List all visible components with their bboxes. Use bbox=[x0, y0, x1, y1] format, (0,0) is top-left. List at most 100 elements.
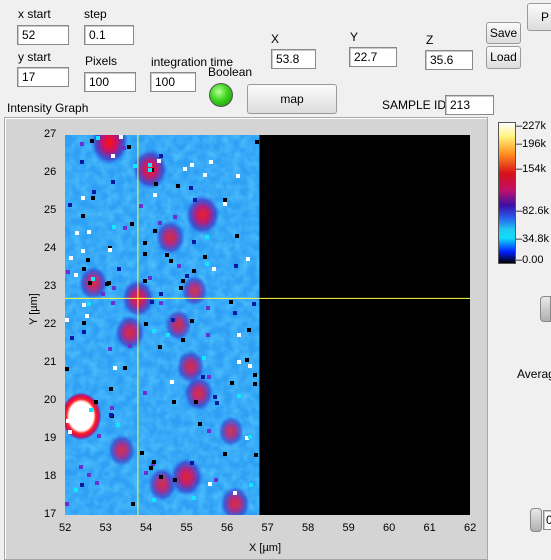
x-start-input[interactable]: 52 bbox=[17, 25, 69, 45]
speckle-pixel bbox=[87, 473, 91, 477]
speckle-pixel bbox=[247, 328, 251, 332]
speckle-pixel bbox=[82, 330, 86, 334]
speckle-pixel bbox=[154, 182, 158, 186]
pixels-label: Pixels bbox=[85, 54, 118, 68]
speckle-pixel bbox=[198, 422, 202, 426]
speckle-pixel bbox=[87, 302, 91, 306]
speckle-pixel bbox=[190, 163, 194, 167]
step-input[interactable]: 0.1 bbox=[84, 25, 134, 45]
sample-id-field[interactable]: 213 bbox=[445, 95, 494, 115]
speckle-pixel bbox=[193, 198, 197, 202]
speckle-pixel bbox=[253, 373, 257, 377]
speckle-pixel bbox=[158, 345, 162, 349]
speckle-pixel bbox=[91, 196, 95, 200]
speckle-pixel bbox=[87, 230, 91, 234]
x-position-field: 53.8 bbox=[271, 49, 316, 69]
y-tick-label: 27 bbox=[44, 128, 57, 140]
top-right-button[interactable]: P bbox=[527, 3, 551, 31]
speckle-pixel bbox=[207, 429, 211, 433]
speckle-pixel bbox=[181, 338, 185, 342]
speckle-pixel bbox=[249, 483, 253, 487]
x-tick-label: 54 bbox=[140, 522, 153, 534]
x-tick-label: 52 bbox=[59, 522, 72, 534]
y-tick-label: 19 bbox=[44, 432, 57, 444]
speckle-pixel bbox=[113, 366, 117, 370]
speckle-pixel bbox=[206, 306, 210, 310]
integration-time-input[interactable]: 100 bbox=[150, 72, 196, 92]
speckle-pixel bbox=[202, 356, 206, 360]
speckle-pixel bbox=[205, 262, 209, 266]
speckle-pixel bbox=[89, 408, 93, 412]
speckle-pixel bbox=[173, 478, 177, 482]
x-position-label: X bbox=[271, 32, 280, 46]
speckle-pixel bbox=[139, 204, 143, 208]
speckle-pixel bbox=[127, 145, 131, 149]
y-start-label: y start bbox=[18, 50, 51, 64]
intensity-graph-plot[interactable] bbox=[65, 135, 470, 515]
speckle-pixel bbox=[207, 375, 211, 379]
load-button[interactable]: Load bbox=[486, 46, 521, 69]
speckle-pixel bbox=[233, 491, 237, 495]
z-position-field: 35.6 bbox=[425, 50, 473, 70]
speckle-pixel bbox=[235, 234, 239, 238]
speckle-pixel bbox=[80, 483, 84, 487]
speckle-pixel bbox=[212, 267, 216, 271]
speckle-pixel bbox=[101, 292, 105, 296]
x-start-label: x start bbox=[18, 7, 51, 21]
boolean-led-indicator[interactable] bbox=[209, 83, 233, 107]
speckle-pixel bbox=[179, 286, 183, 290]
sample-id-label: SAMPLE ID bbox=[382, 98, 447, 112]
speckle-pixel bbox=[75, 231, 79, 235]
hotspot-5 bbox=[78, 266, 108, 301]
speckle-pixel bbox=[119, 135, 123, 139]
speckle-pixel bbox=[108, 347, 112, 351]
speckle-pixel bbox=[123, 366, 127, 370]
y-tick-label: 20 bbox=[44, 394, 57, 406]
pixels-input[interactable]: 100 bbox=[84, 72, 136, 92]
speckle-pixel bbox=[133, 164, 137, 168]
speckle-pixel bbox=[159, 154, 163, 158]
z-position-label: Z bbox=[426, 33, 434, 47]
speckle-pixel bbox=[252, 302, 256, 306]
y-position-field: 22.7 bbox=[349, 47, 397, 67]
speckle-pixel bbox=[81, 214, 85, 218]
speckle-pixel bbox=[169, 259, 173, 263]
speckle-pixel bbox=[150, 300, 154, 304]
hotspot-12 bbox=[170, 457, 203, 497]
speckle-pixel bbox=[214, 478, 218, 482]
speckle-pixel bbox=[159, 301, 163, 305]
speckle-pixel bbox=[229, 300, 233, 304]
speckle-pixel bbox=[95, 481, 99, 485]
color-scale-bar bbox=[498, 122, 516, 264]
y-tick-label: 24 bbox=[44, 242, 57, 254]
map-button[interactable]: map bbox=[247, 84, 337, 114]
average-spin-button[interactable] bbox=[530, 508, 542, 532]
speckle-pixel bbox=[255, 140, 259, 144]
speckle-pixel bbox=[94, 400, 98, 404]
speckle-pixel bbox=[140, 451, 144, 455]
hotspot-10 bbox=[164, 309, 192, 341]
speckle-pixel bbox=[82, 303, 86, 307]
speckle-pixel bbox=[223, 202, 227, 206]
speckle-pixel bbox=[97, 434, 101, 438]
speckle-pixel bbox=[111, 180, 115, 184]
cursor-scroll-knob[interactable] bbox=[540, 296, 551, 322]
speckle-pixel bbox=[158, 221, 162, 225]
speckle-pixel bbox=[149, 466, 153, 470]
speckle-pixel bbox=[123, 226, 127, 230]
speckle-pixel bbox=[90, 139, 94, 143]
speckle-pixel bbox=[80, 160, 84, 164]
y-start-input[interactable]: 17 bbox=[17, 67, 69, 87]
speckle-pixel bbox=[116, 423, 120, 427]
speckle-pixel bbox=[112, 225, 116, 229]
speckle-pixel bbox=[130, 222, 134, 226]
average-label: Averag bbox=[517, 367, 551, 381]
speckle-pixel bbox=[143, 279, 147, 283]
speckle-pixel bbox=[66, 270, 70, 274]
save-button[interactable]: Save bbox=[486, 22, 521, 44]
intensity-graph-title: Intensity Graph bbox=[7, 101, 89, 115]
y-tick-label: 26 bbox=[44, 166, 57, 178]
speckle-pixel bbox=[254, 453, 258, 457]
speckle-pixel bbox=[209, 160, 213, 164]
average-spin-value[interactable]: 0 bbox=[543, 510, 551, 530]
